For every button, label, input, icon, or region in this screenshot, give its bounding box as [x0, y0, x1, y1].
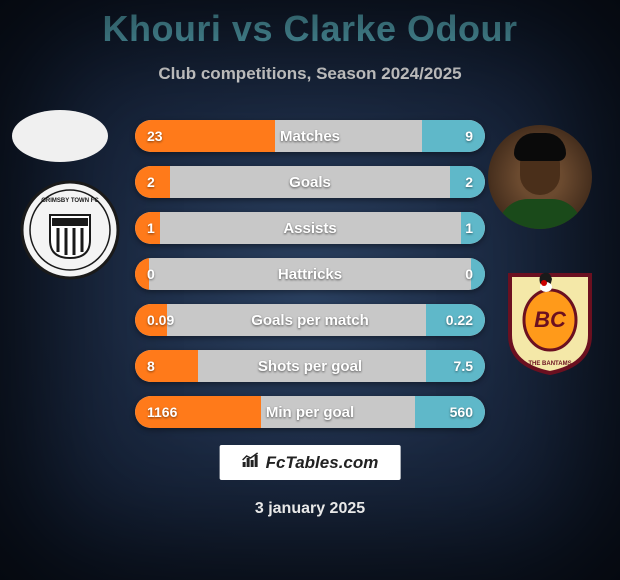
stat-label: Matches: [280, 128, 340, 145]
stat-label: Shots per goal: [258, 358, 362, 375]
stat-row: 0 0 Hattricks: [135, 258, 485, 290]
stat-value-right: 0: [465, 266, 473, 282]
stat-fill-left: [135, 350, 198, 382]
stat-value-left: 1166: [147, 404, 177, 420]
stat-value-left: 2: [147, 174, 155, 190]
player-avatar-left: [12, 110, 108, 162]
stat-row: 23 9 Matches: [135, 120, 485, 152]
stat-label: Goals per match: [251, 312, 369, 329]
stat-value-right: 7.5: [454, 358, 473, 374]
stat-row: 2 2 Goals: [135, 166, 485, 198]
brand-badge[interactable]: FcTables.com: [220, 445, 401, 480]
club-badge-left: GRIMSBY TOWN FC: [20, 180, 120, 280]
stats-container: 23 9 Matches 2 2 Goals 1 1 Assists 0 0 Hattricks 0.0…: [135, 120, 485, 442]
stat-value-right: 0.22: [446, 312, 473, 328]
stat-value-left: 0: [147, 266, 155, 282]
chart-icon: [242, 452, 260, 473]
page-title: Khouri vs Clarke Odour: [0, 0, 620, 50]
stat-label: Min per goal: [266, 404, 354, 421]
stat-value-right: 9: [465, 128, 473, 144]
page-subtitle: Club competitions, Season 2024/2025: [0, 64, 620, 84]
stat-value-left: 23: [147, 128, 163, 144]
svg-text:GRIMSBY TOWN FC: GRIMSBY TOWN FC: [41, 198, 99, 204]
stat-label: Assists: [283, 220, 336, 237]
player-avatar-right: [488, 125, 592, 229]
stat-row: 1 1 Assists: [135, 212, 485, 244]
svg-text:THE BANTAMS: THE BANTAMS: [528, 361, 571, 367]
stat-value-right: 2: [465, 174, 473, 190]
stat-value-right: 560: [450, 404, 473, 420]
stat-value-left: 8: [147, 358, 155, 374]
stat-label: Goals: [289, 174, 331, 191]
stat-row: 8 7.5 Shots per goal: [135, 350, 485, 382]
stat-value-left: 1: [147, 220, 155, 236]
stat-value-left: 0.09: [147, 312, 174, 328]
stat-value-right: 1: [465, 220, 473, 236]
stat-row: 1166 560 Min per goal: [135, 396, 485, 428]
club-badge-right: BC THE BANTAMS: [500, 265, 600, 375]
stat-fill-right: [422, 120, 485, 152]
stat-row: 0.09 0.22 Goals per match: [135, 304, 485, 336]
stat-label: Hattricks: [278, 266, 342, 283]
footer-date: 3 january 2025: [255, 500, 365, 518]
brand-text: FcTables.com: [266, 453, 379, 473]
svg-text:BC: BC: [534, 307, 567, 332]
stat-fill-right: [471, 258, 485, 290]
